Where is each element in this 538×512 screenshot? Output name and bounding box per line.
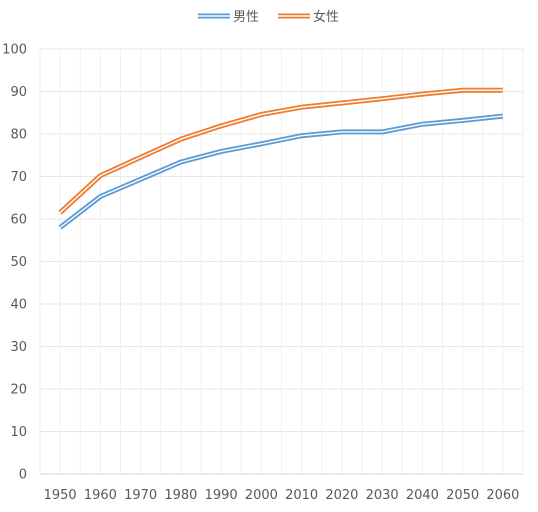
y-axis-ticks: 0 10 20 30 40 50 60 70 80 90 100 [2, 43, 27, 483]
series-line-inner-1 [59, 115, 503, 229]
y-tick-label: 40 [10, 298, 27, 313]
x-tick-label: 2020 [325, 488, 358, 503]
y-tick-label: 20 [10, 383, 27, 398]
gridlines [39, 48, 524, 474]
x-tick-label: 2050 [446, 488, 479, 503]
x-tick-label: 2060 [486, 488, 519, 503]
y-tick-label: 90 [10, 85, 27, 100]
y-tick-label: 60 [10, 213, 27, 228]
y-tick-label: 70 [10, 170, 27, 185]
x-tick-label: 2000 [245, 488, 278, 503]
y-tick-label: 0 [19, 468, 27, 483]
series-lines [58, 87, 504, 230]
legend-label: 女性 [313, 9, 339, 25]
x-tick-label: 1990 [205, 488, 238, 503]
series-line-inner-2 [59, 89, 503, 214]
x-axis-ticks: 1950 1960 1970 1980 1990 2000 2010 2020 2030 2040… [44, 488, 520, 503]
y-tick-label: 100 [2, 43, 27, 58]
x-tick-label: 1960 [84, 488, 117, 503]
legend: 男性 女性 [198, 9, 339, 25]
x-tick-label: 2030 [366, 488, 399, 503]
x-tick-label: 2040 [406, 488, 439, 503]
y-tick-label: 50 [10, 255, 27, 270]
x-tick-label: 1950 [44, 488, 77, 503]
x-tick-label: 1970 [124, 488, 157, 503]
y-tick-label: 10 [10, 425, 27, 440]
x-tick-label: 1980 [164, 488, 197, 503]
y-tick-label: 80 [10, 128, 27, 143]
legend-label: 男性 [233, 10, 259, 25]
y-tick-label: 30 [10, 340, 27, 355]
x-tick-label: 2010 [285, 488, 318, 503]
